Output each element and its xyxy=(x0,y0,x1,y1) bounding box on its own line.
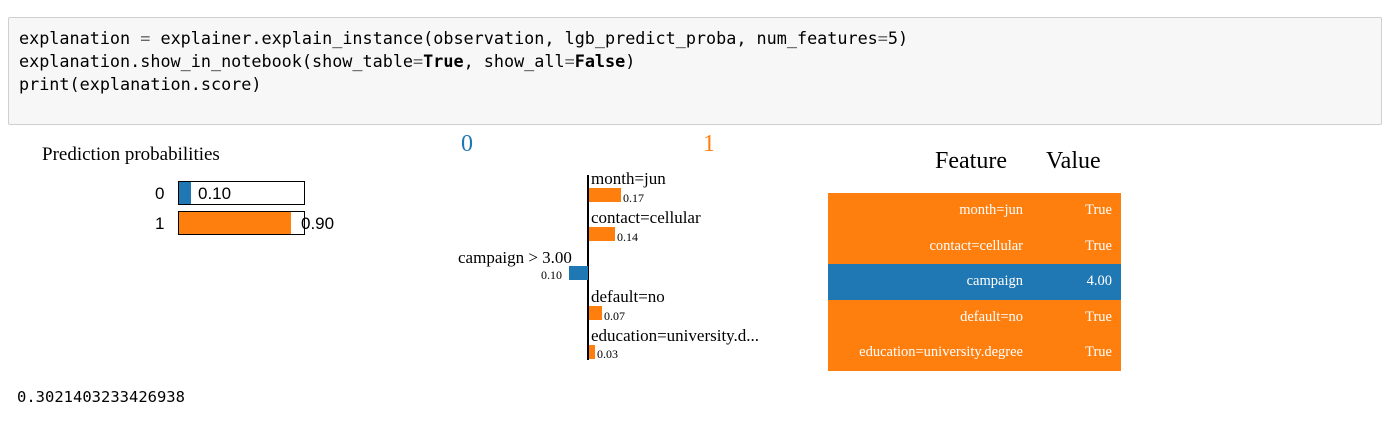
probability-class-label: 1 xyxy=(155,214,165,233)
table-cell-feature: education=university.degree xyxy=(859,344,1023,360)
table-row: contact=cellular True xyxy=(828,228,1121,264)
code-line-3: print(explanation.score) xyxy=(19,74,262,94)
feature-weight-bar xyxy=(589,345,595,359)
class-positive-header: 1 xyxy=(703,131,715,157)
code-token: ) xyxy=(625,51,636,71)
code-token: explainer.explain_instance(observation, … xyxy=(150,28,878,48)
code-token: 5) xyxy=(887,28,909,48)
table-row: campaign 4.00 xyxy=(828,264,1121,300)
feature-weight-value: 0.07 xyxy=(604,309,625,323)
table-cell-value: True xyxy=(1085,308,1112,325)
probability-value-1: 0.90 xyxy=(301,214,335,233)
feature-weight-value: 0.14 xyxy=(617,230,638,244)
prediction-probabilities-title: Prediction probabilities xyxy=(42,144,220,165)
probability-class-label: 0 xyxy=(155,184,165,203)
table-cell-value: True xyxy=(1085,237,1112,254)
feature-label: contact=cellular xyxy=(591,208,701,227)
feature-weight-value: 0.17 xyxy=(623,191,644,205)
table-cell-value: True xyxy=(1085,202,1112,218)
table-row: month=jun True xyxy=(828,193,1121,229)
code-operator: = xyxy=(140,28,151,48)
feature-weight-bar xyxy=(589,188,621,202)
table-row: education=university.degree True xyxy=(828,335,1121,371)
probability-value-0: 0.10 xyxy=(198,184,232,203)
table-row: default=no True xyxy=(828,299,1121,335)
code-cell[interactable]: explanation = explainer.explain_instance… xyxy=(8,17,1382,125)
feature-weight-bar xyxy=(569,266,588,280)
code-keyword: True xyxy=(423,51,464,71)
code-token: , show_all xyxy=(463,51,565,71)
probability-bar-0 xyxy=(178,181,305,205)
table-cell-feature: contact=cellular xyxy=(929,237,1023,254)
feature-weight-bar xyxy=(589,306,602,320)
table-cell-feature: default=no xyxy=(960,308,1023,325)
table-cell-feature: month=jun xyxy=(959,202,1023,218)
feature-weight-value: 0.10 xyxy=(541,268,562,282)
class-negative-header: 0 xyxy=(461,131,473,157)
table-header-feature: Feature xyxy=(935,148,1007,174)
feature-weight-bar xyxy=(589,227,615,241)
code-line-1: explanation = explainer.explain_instance… xyxy=(19,27,908,50)
code-operator: = xyxy=(564,51,575,71)
code-keyword: False xyxy=(574,51,626,71)
code-operator: = xyxy=(877,28,888,48)
code-token: explanation xyxy=(19,28,141,48)
table-cell-feature: campaign xyxy=(966,273,1023,289)
probability-fill-0 xyxy=(179,182,191,204)
feature-label: campaign > 3.00 xyxy=(458,248,572,267)
table-cell-value: 4.00 xyxy=(1086,273,1112,289)
code-operator: = xyxy=(413,51,424,71)
feature-label: default=no xyxy=(591,287,665,306)
code-line-2: explanation.show_in_notebook(show_table=… xyxy=(19,50,635,73)
feature-weight-value: 0.03 xyxy=(597,347,618,361)
table-header-value: Value xyxy=(1046,148,1101,174)
score-output: 0.3021403233426938 xyxy=(17,388,185,406)
probability-fill-1 xyxy=(179,212,291,234)
feature-label: month=jun xyxy=(591,169,666,188)
table-cell-value: True xyxy=(1085,344,1112,360)
chart-axis-line xyxy=(587,175,589,360)
probability-bar-1 xyxy=(178,211,305,235)
code-token: explanation.show_in_notebook(show_table xyxy=(19,51,414,71)
feature-label: education=university.d... xyxy=(591,326,760,345)
